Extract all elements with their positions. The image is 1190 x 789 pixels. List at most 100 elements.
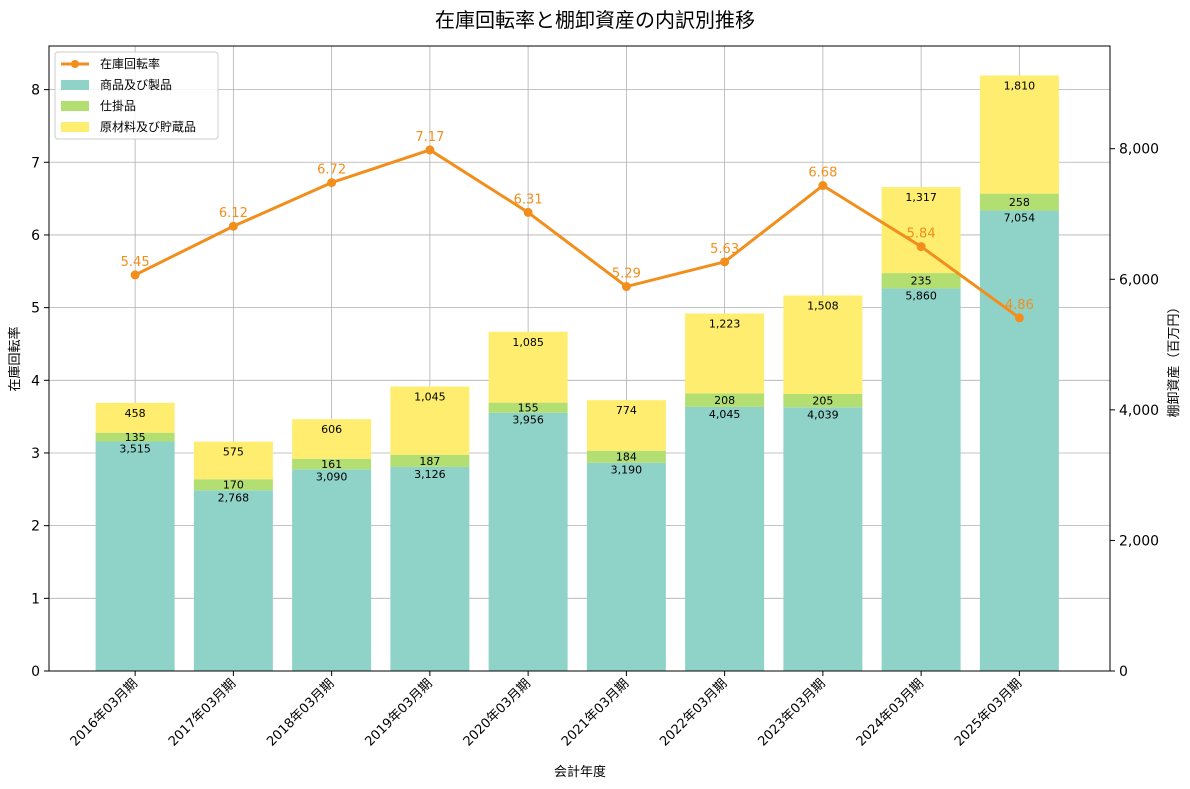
rate-value-label: 5.63 [710, 242, 739, 257]
bar-value-label: 1,223 [709, 317, 741, 330]
y-axis-left-label: 在庫回転率 [7, 326, 23, 391]
bar-segment [390, 386, 470, 455]
rate-point [916, 242, 926, 252]
bar-segment [685, 313, 765, 394]
bar-value-label: 3,515 [119, 443, 151, 456]
bar-value-label: 4,045 [709, 408, 741, 421]
bar-value-label: 2,768 [218, 491, 250, 504]
bar-segment [586, 450, 666, 463]
bar-segment [783, 393, 863, 408]
bar-value-label: 7,054 [1004, 211, 1036, 224]
x-tick-label: 2022年03月期 [657, 676, 730, 749]
rate-value-label: 6.12 [219, 206, 248, 221]
x-axis-label: 会計年度 [554, 764, 606, 780]
x-tick-label: 2019年03月期 [362, 676, 435, 749]
bar-segment [586, 462, 666, 671]
y-left-tick-label: 3 [31, 446, 40, 462]
bar-value-label: 1,508 [807, 299, 839, 312]
rate-value-label: 6.72 [317, 163, 346, 178]
bar-segment [95, 441, 175, 671]
rate-value-label: 5.84 [907, 227, 936, 242]
bar-segment [193, 479, 273, 491]
bar-segment [193, 441, 273, 480]
bar-value-label: 3,126 [414, 468, 446, 481]
y-left-tick-label: 5 [31, 301, 40, 317]
bar-segment [488, 412, 568, 671]
bar-segment [292, 419, 372, 459]
bar-segment [292, 469, 372, 671]
bar-segment [488, 402, 568, 413]
bar-segment [586, 400, 666, 451]
rate-point [130, 270, 140, 280]
legend-swatch [61, 101, 89, 111]
bar-value-label: 135 [125, 431, 146, 444]
legend-label: 原材料及び貯蔵品 [100, 120, 196, 134]
bar-value-label: 155 [518, 402, 539, 415]
rate-value-label: 7.17 [415, 130, 444, 145]
bar-value-label: 161 [321, 458, 342, 471]
rate-point [327, 178, 337, 188]
legend-box [54, 51, 219, 140]
bar-value-label: 170 [223, 479, 244, 492]
bar-segment [95, 402, 175, 433]
bar-segment [979, 193, 1059, 211]
y-axis-right-label: 棚卸資産（百万円） [1166, 300, 1182, 417]
bar-value-label: 606 [321, 423, 342, 436]
chart-title: 在庫回転率と棚卸資産の内訳別推移 [435, 8, 755, 32]
rate-point [228, 221, 238, 231]
bar-segment [685, 393, 765, 407]
y-left-tick-label: 8 [31, 83, 40, 99]
x-tick-label: 2016年03月期 [68, 676, 141, 749]
bar-value-label: 3,090 [316, 470, 348, 483]
bar-segment [95, 432, 175, 442]
x-tick-label: 2024年03月期 [854, 676, 927, 749]
bar-value-label: 575 [223, 446, 244, 459]
rate-value-label: 6.68 [808, 166, 837, 181]
bars [95, 75, 1059, 671]
bar-value-label: 4,039 [807, 408, 839, 421]
y-left-tick-label: 2 [31, 519, 40, 535]
bar-segment [390, 454, 470, 467]
bar-segment [979, 75, 1059, 194]
bar-value-label: 458 [125, 407, 146, 420]
bar-value-label: 1,045 [414, 390, 446, 403]
legend-label: 商品及び製品 [100, 77, 172, 92]
bar-value-label: 5,860 [905, 289, 937, 302]
legend-swatch-marker [71, 60, 79, 68]
bar-segment [193, 490, 273, 671]
legend-swatch [61, 80, 89, 90]
rate-point [818, 181, 828, 191]
legend-label: 在庫回転率 [100, 56, 160, 71]
x-tick-label: 2018年03月期 [264, 676, 337, 749]
y-left-tick-label: 7 [31, 155, 40, 171]
rate-line-group: 5.45 6.12 6.72 7.17 6.31 5.29 5.63 6.68 5.84 4.86 [121, 130, 1034, 323]
y-right-tick-label: 6,000 [1119, 272, 1159, 288]
bar-segment [292, 458, 372, 470]
bar-segment [783, 295, 863, 394]
x-tick-label: 2020年03月期 [461, 676, 534, 749]
bar-value-label: 1,085 [512, 336, 544, 349]
bar-segment [390, 466, 470, 671]
x-tick-label: 2025年03月期 [952, 676, 1025, 749]
rate-value-label: 6.31 [514, 192, 543, 207]
plot-frame [48, 45, 1111, 672]
bar-value-label: 1,317 [905, 191, 937, 204]
bar-segment [979, 210, 1059, 671]
x-tick-label: 2017年03月期 [166, 676, 239, 749]
rate-value-label: 4.86 [1005, 298, 1034, 313]
legend-label: 仕掛品 [100, 98, 136, 113]
rate-value-label: 5.45 [121, 255, 150, 270]
bar-segment [488, 331, 568, 403]
bar-value-label: 184 [616, 451, 637, 464]
y-left-tick-label: 4 [31, 373, 40, 389]
bar-segment [685, 406, 765, 671]
y-left-tick-label: 6 [31, 228, 40, 244]
bar-segment [881, 273, 961, 289]
bar-segment [881, 288, 961, 671]
bar-value-label: 3,190 [611, 464, 643, 477]
rate-value-label: 5.29 [612, 267, 641, 282]
rate-line [134, 148, 1021, 320]
rate-point [425, 145, 435, 155]
y-left-tick-label: 1 [31, 591, 40, 607]
